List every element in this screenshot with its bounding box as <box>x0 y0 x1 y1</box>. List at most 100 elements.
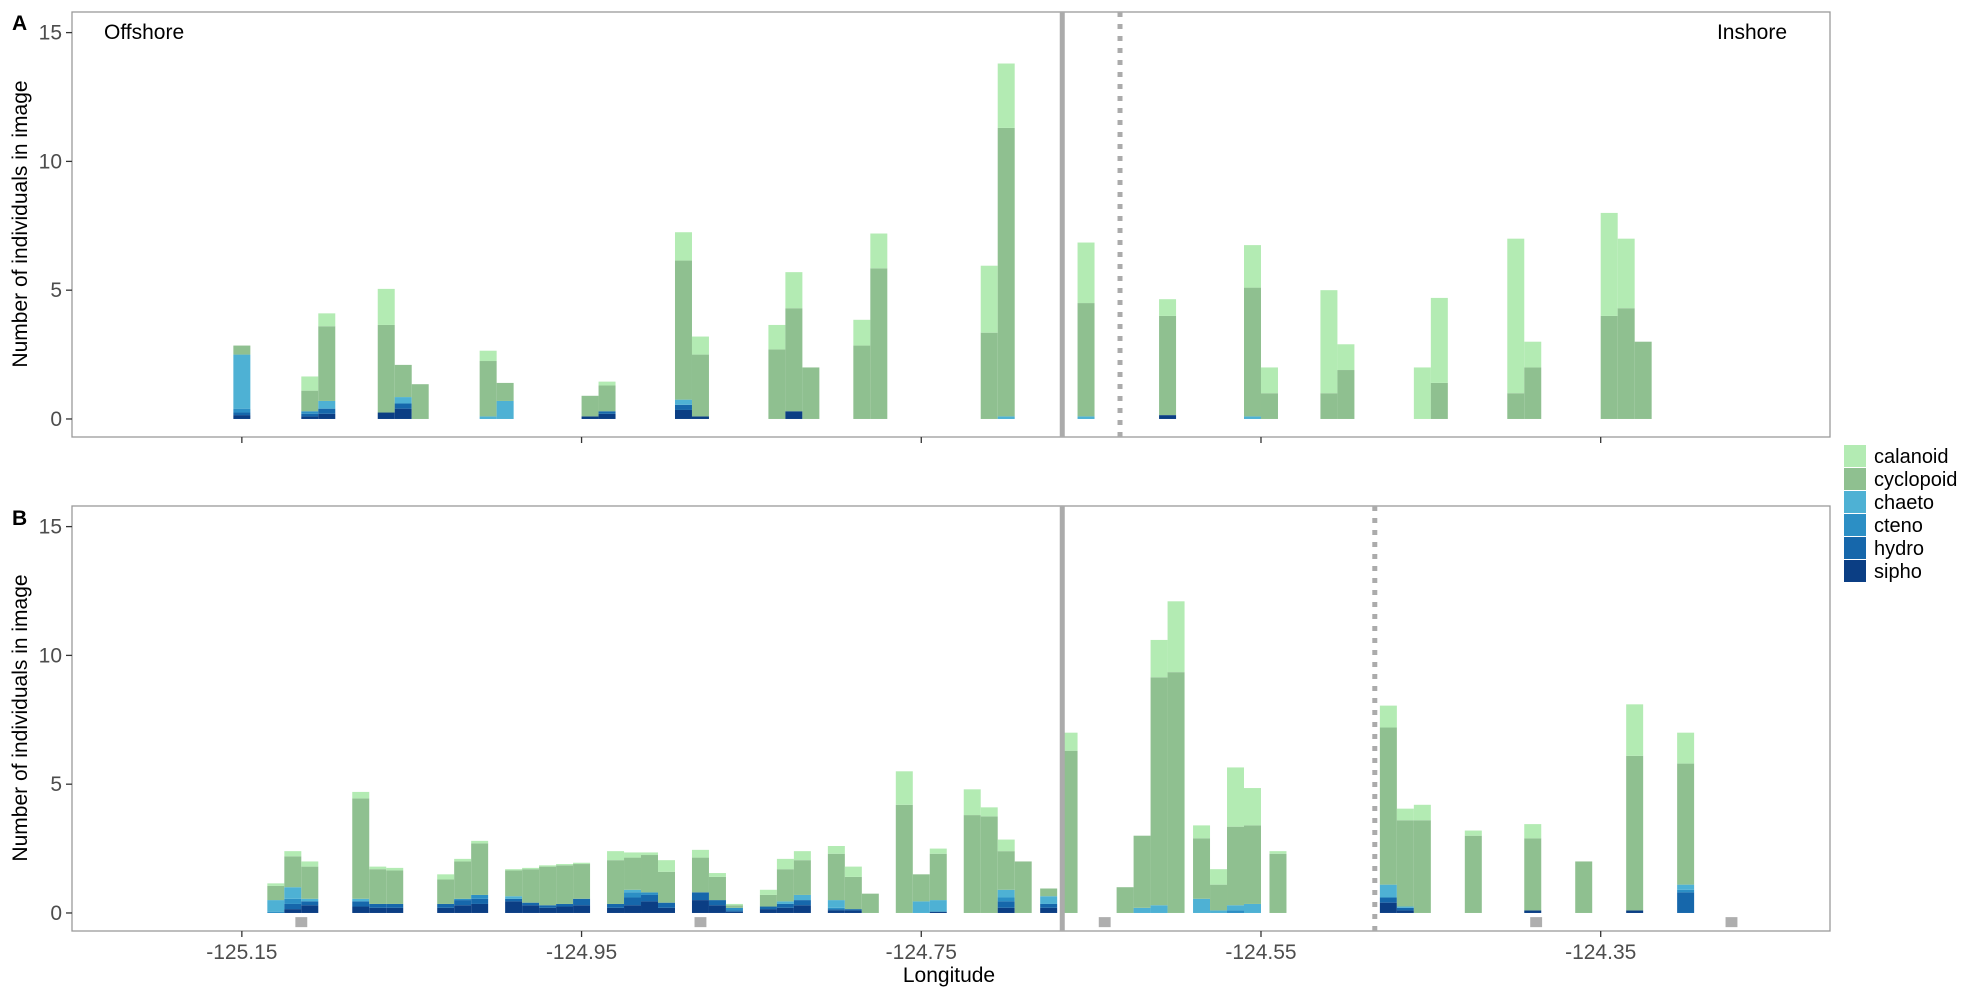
bar-sipho-1-22 <box>776 907 794 913</box>
bar-cyclopoid-1-40 <box>1193 838 1211 899</box>
panel-b-frame <box>71 505 1831 932</box>
legend-label-calanoid: calanoid <box>1874 446 1949 468</box>
bar-sipho-1-7 <box>454 905 472 913</box>
bar-calanoid-1-5 <box>386 867 404 871</box>
bar-chaeto-0-7 <box>496 400 514 419</box>
bar-cyclopoid-1-32 <box>997 851 1015 890</box>
bar-sipho-1-14 <box>607 907 625 913</box>
bar-calanoid-1-17 <box>658 860 675 872</box>
bar-cyclopoid-0-13 <box>785 308 803 412</box>
bar-calanoid-1-4 <box>369 866 387 870</box>
bar-calanoid-0-15 <box>853 319 871 346</box>
bar-cteno-0-0 <box>233 408 251 413</box>
bar-chaeto-1-29 <box>929 900 947 912</box>
bar-cyclopoid-1-5 <box>386 870 404 904</box>
bar-chaeto-1-0 <box>267 900 285 912</box>
bar-cyclopoid-0-24 <box>1337 370 1355 419</box>
bar-sipho-1-16 <box>641 901 658 913</box>
bar-hydro-1-9 <box>505 898 523 902</box>
legend-swatch-cteno <box>1844 514 1866 536</box>
bar-hydro-1-6 <box>437 903 455 908</box>
bar-cyclopoid-1-1 <box>284 856 302 888</box>
panel-a-frame <box>71 11 1831 438</box>
bar-hydro-1-18 <box>691 892 709 901</box>
bar-cteno-1-15 <box>624 892 642 898</box>
bar-cyclopoid-1-22 <box>776 869 794 902</box>
bar-cyclopoid-0-3 <box>377 324 395 413</box>
bar-cyclopoid-1-9 <box>505 870 523 897</box>
bar-chaeto-0-6 <box>479 416 497 419</box>
bar-cyclopoid-1-36 <box>1116 887 1134 913</box>
bar-chaeto-1-9 <box>505 896 523 899</box>
bar-hydro-0-0 <box>233 412 251 416</box>
bar-calanoid-1-22 <box>776 858 794 870</box>
bar-cyclopoid-1-8 <box>471 843 489 895</box>
bar-calanoid-1-51 <box>1626 704 1644 756</box>
bar-cyclopoid-1-46 <box>1396 820 1414 907</box>
bar-chaeto-1-23 <box>793 894 811 901</box>
bar-hydro-1-13 <box>573 898 591 906</box>
bar-calanoid-1-32 <box>997 839 1015 852</box>
bar-calanoid-1-15 <box>624 852 642 858</box>
bar-cyclopoid-0-22 <box>1260 393 1278 419</box>
bar-calanoid-1-3 <box>352 791 370 799</box>
bar-cyclopoid-1-33 <box>1014 861 1032 913</box>
panel-b-lines <box>1059 506 1378 931</box>
bar-calanoid-1-14 <box>607 851 625 861</box>
bar-chaeto-0-21 <box>1244 416 1261 419</box>
bar-calanoid-1-11 <box>539 865 557 867</box>
bar-calanoid-0-20 <box>1159 299 1177 316</box>
bar-chaeto-0-2 <box>318 400 336 409</box>
bar-sipho-1-45 <box>1379 902 1397 913</box>
bar-hydro-1-4 <box>369 903 387 908</box>
bar-calanoid-0-12 <box>768 324 786 350</box>
bar-calanoid-1-48 <box>1464 830 1482 836</box>
bar-sipho-0-0 <box>233 415 251 419</box>
bar-calanoid-1-49 <box>1524 824 1542 839</box>
bar-calanoid-1-41 <box>1210 869 1228 885</box>
bar-cyclopoid-0-18 <box>997 127 1015 417</box>
bar-calanoid-1-6 <box>437 874 455 880</box>
bar-chaeto-1-1 <box>284 887 302 899</box>
bar-calanoid-1-0 <box>267 883 285 886</box>
x-tick-label: -125.15 <box>206 941 277 964</box>
bar-calanoid-1-9 <box>505 869 523 871</box>
bar-cyclopoid-1-49 <box>1524 838 1542 911</box>
bar-calanoid-0-16 <box>870 233 888 269</box>
bar-cyclopoid-1-24 <box>827 853 845 901</box>
bar-cyclopoid-1-31 <box>980 816 998 913</box>
bar-sipho-0-9 <box>598 413 616 419</box>
bar-calanoid-0-19 <box>1077 242 1095 304</box>
y-tick-label: 15 <box>39 22 62 45</box>
bar-calanoid-0-21 <box>1244 245 1261 288</box>
bar-chaeto-1-22 <box>776 901 794 904</box>
bar-cyclopoid-1-10 <box>522 869 540 903</box>
y-tick-label: 0 <box>50 902 62 925</box>
bar-sipho-0-20 <box>1159 415 1177 419</box>
bar-cyclopoid-0-16 <box>870 268 888 419</box>
bar-calanoid-1-20 <box>725 903 743 906</box>
bar-sipho-1-32 <box>997 907 1015 913</box>
bar-calanoid-1-27 <box>895 771 913 805</box>
bar-calanoid-1-45 <box>1379 705 1397 728</box>
bar-hydro-1-52 <box>1677 892 1695 913</box>
bar-cyclopoid-0-14 <box>802 367 820 419</box>
panel-b-label: B <box>12 507 27 530</box>
x-tick-label: -124.95 <box>546 941 617 964</box>
bar-calanoid-0-17 <box>980 265 998 333</box>
legend-swatch-cyclopoid <box>1844 468 1866 490</box>
bar-cyclopoid-1-37 <box>1133 835 1151 908</box>
bar-cteno-1-52 <box>1677 889 1695 893</box>
bar-cyclopoid-1-35 <box>1060 750 1078 913</box>
bar-cyclopoid-1-47 <box>1413 820 1431 913</box>
bar-hydro-1-16 <box>641 894 658 902</box>
bar-cyclopoid-1-45 <box>1379 727 1397 885</box>
bar-sipho-1-10 <box>522 905 540 913</box>
bar-hydro-1-12 <box>556 903 574 907</box>
bar-chaeto-1-37 <box>1133 907 1151 913</box>
bar-chaeto-0-18 <box>997 416 1015 419</box>
panel-b: 0 5 10 15 -125.15 -124.95 -124.75 -124.55 -124.… <box>9 505 1831 964</box>
legend-label-chaeto: chaeto <box>1874 492 1934 514</box>
bar-sipho-1-15 <box>624 905 642 913</box>
legend-label-sipho: sipho <box>1874 561 1922 583</box>
